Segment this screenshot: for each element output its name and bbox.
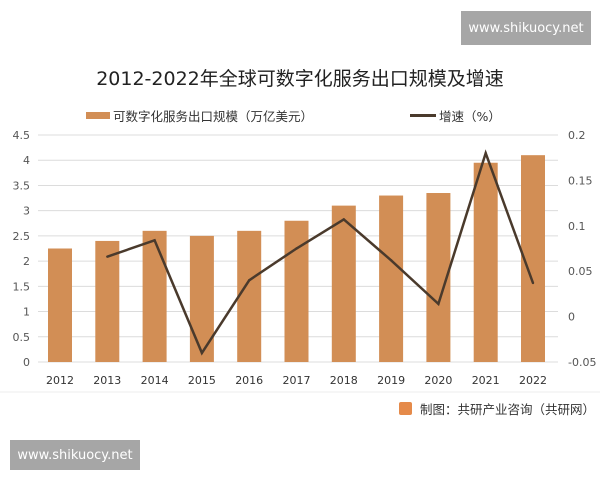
bar-2019 (379, 195, 404, 362)
legend-line-swatch (410, 114, 436, 117)
logo-icon (399, 402, 412, 415)
bar-2013 (95, 240, 120, 362)
growth-point-2017 (295, 247, 298, 250)
growth-point-2018 (342, 218, 345, 221)
x-tick-label: 2012 (46, 374, 74, 387)
growth-point-2015 (200, 351, 204, 355)
bar-2012 (48, 248, 72, 362)
x-tick-label: 2020 (424, 374, 452, 387)
growth-point-2016 (248, 279, 251, 282)
growth-point-2022 (531, 281, 535, 285)
left-tick-label: 0.5 (13, 331, 31, 344)
bar-2016 (237, 230, 262, 362)
x-tick-label: 2018 (330, 374, 358, 387)
right-tick-label: 0 (568, 311, 575, 324)
bar-2014 (142, 230, 167, 362)
left-tick-label: 3 (23, 205, 30, 218)
left-tick-label: 0 (23, 356, 30, 369)
x-tick-label: 2013 (93, 374, 121, 387)
x-tick-label: 2016 (235, 374, 263, 387)
right-tick-label: -0.05 (568, 356, 596, 369)
left-tick-label: 2.5 (13, 230, 31, 243)
right-tick-label: 0.05 (568, 265, 593, 278)
legend-bar-label: 可数字化服务出口规模（万亿美元） (113, 109, 314, 124)
left-tick-label: 1 (23, 306, 30, 319)
x-tick-label: 2015 (188, 374, 216, 387)
left-tick-label: 4 (23, 154, 30, 167)
x-tick-label: 2022 (519, 374, 547, 387)
growth-point-2021 (484, 151, 487, 155)
x-tick-label: 2019 (377, 374, 405, 387)
watermark-bottom: www.shikuocy.net (10, 440, 140, 470)
legend-bar: 可数字化服务出口规模（万亿美元） (86, 106, 313, 125)
left-tick-label: 1.5 (13, 280, 31, 293)
growth-point-2013 (106, 255, 109, 258)
legend-line-label: 增速（%） (439, 109, 501, 124)
right-tick-label: 0.1 (568, 220, 586, 233)
left-tick-label: 4.5 (13, 129, 31, 142)
left-tick-label: 2 (23, 255, 30, 268)
right-tick-label: 0.15 (568, 174, 593, 187)
growth-point-2019 (389, 259, 393, 262)
x-tick-label: 2014 (141, 374, 169, 387)
growth-point-2014 (153, 239, 156, 242)
growth-line (106, 149, 535, 356)
legend-bar-swatch (86, 112, 110, 119)
right-tick-label: 0.2 (568, 129, 586, 142)
legend-line: 增速（%） (410, 106, 501, 125)
bar-2021 (473, 162, 498, 362)
left-tick-label: 3.5 (13, 179, 31, 192)
x-tick-label: 2017 (283, 374, 311, 387)
growth-point-2020 (437, 302, 440, 306)
bar-2018 (331, 205, 356, 362)
credit-text: 制图：共研产业咨询（共研网） (420, 402, 596, 417)
x-tick-label: 2021 (472, 374, 500, 387)
chart-title: 2012-2022年全球可数字化服务出口规模及增速 (96, 68, 504, 90)
watermark-top: www.shikuocy.net (461, 11, 591, 45)
bar-2015 (189, 235, 214, 362)
credit: 制图：共研产业咨询（共研网） (399, 399, 595, 418)
